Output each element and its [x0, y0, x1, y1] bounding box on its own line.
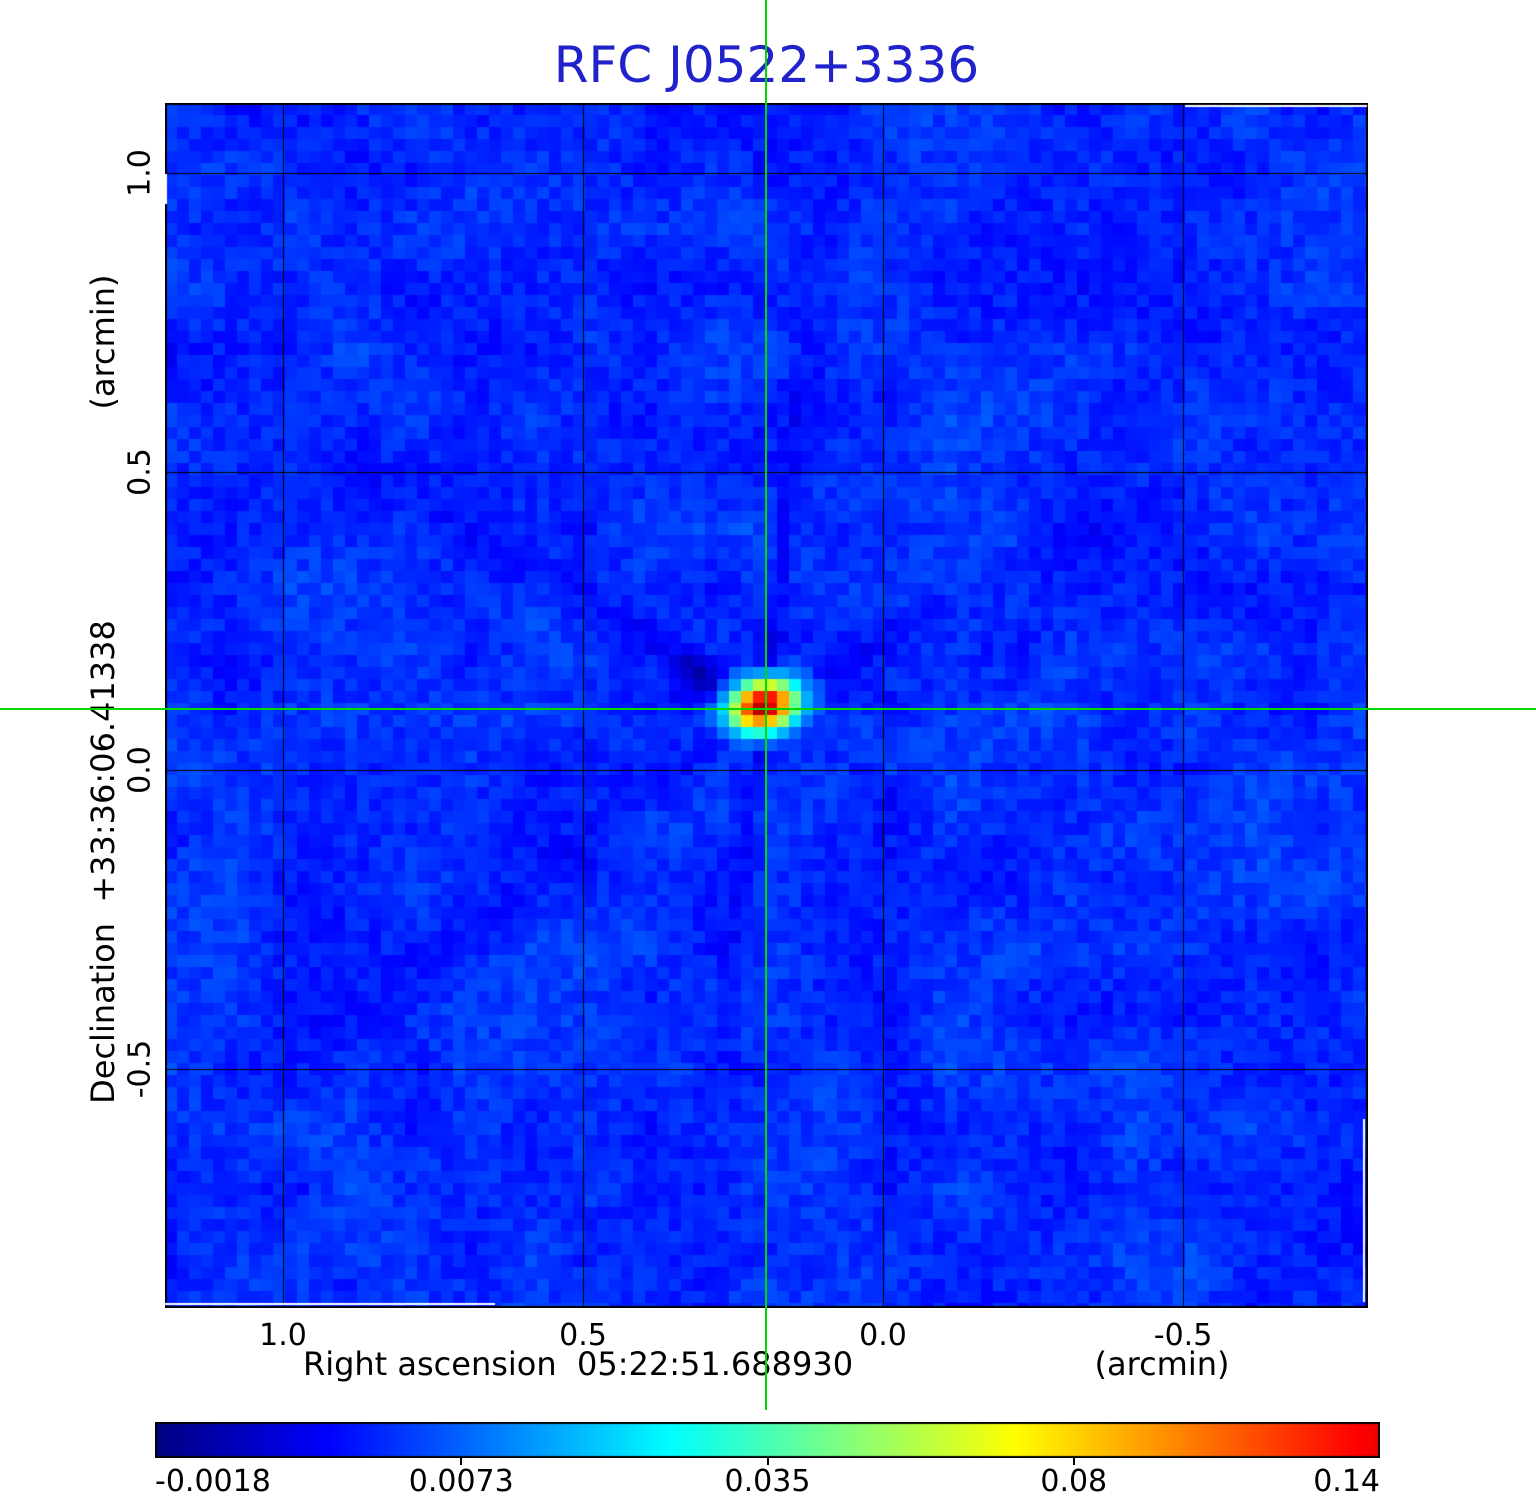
colorbar-tick-label: 0.08: [1040, 1464, 1108, 1499]
plot-title: RFC J0522+3336: [553, 36, 980, 94]
x-tick-label: 1.0: [259, 1318, 307, 1353]
y-axis-unit-label: (arcmin): [84, 274, 122, 410]
colorbar-tick: [766, 1458, 769, 1465]
y-tick-label: 0.0: [122, 746, 158, 794]
y-tick-label: 0.5: [122, 447, 158, 496]
colorbar-tick-label: 0.0073: [408, 1464, 514, 1499]
colorbar-canvas: [155, 1422, 1380, 1458]
colorbar-tick-label: 0.14: [1313, 1464, 1380, 1499]
x-axis-label: Right ascension 05:22:51.688930: [302, 1345, 854, 1383]
crosshair-vertical: [765, 0, 767, 1410]
y-axis-label: Declination +33:36:06.41338: [84, 620, 122, 1104]
x-tick-label: 0.5: [559, 1318, 607, 1353]
x-axis-unit-label: (arcmin): [1094, 1345, 1230, 1383]
y-tick-label: -0.5: [122, 1039, 158, 1098]
colorbar-tick: [460, 1458, 463, 1465]
colorbar-tick-label: -0.0018: [155, 1464, 271, 1499]
x-tick-label: -0.5: [1153, 1318, 1213, 1353]
crosshair-horizontal: [0, 708, 1536, 710]
y-tick-label: 1.0: [122, 149, 158, 197]
x-tick-label: 0.0: [859, 1318, 907, 1353]
colorbar-tick-label: 0.035: [724, 1464, 811, 1499]
colorbar-tick: [1072, 1458, 1075, 1465]
